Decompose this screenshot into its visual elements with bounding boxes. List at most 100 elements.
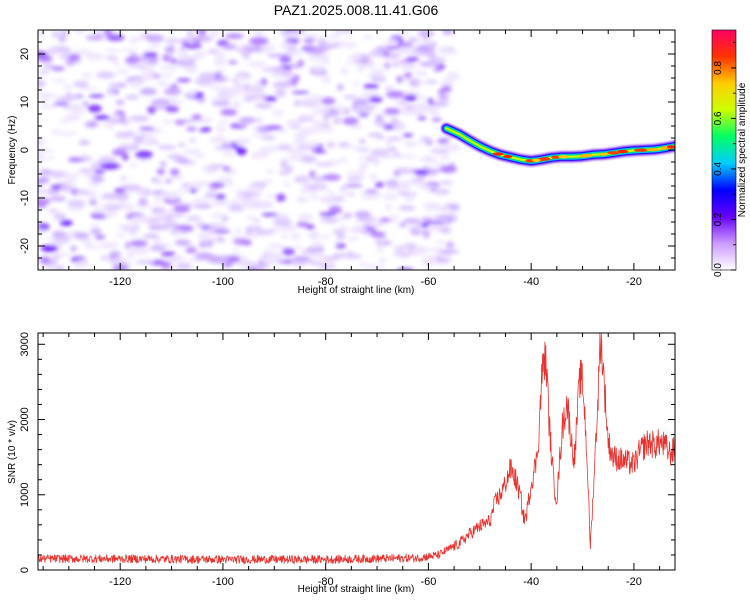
noise-blob <box>84 121 99 128</box>
noise-blob <box>197 232 211 240</box>
noise-blob <box>429 224 443 232</box>
noise-blob <box>312 70 329 77</box>
noise-blob <box>70 245 77 252</box>
x-tick-label: -100 <box>212 576 234 588</box>
noise-blob <box>323 115 330 122</box>
noise-blob <box>105 55 118 61</box>
noise-blob <box>308 65 326 72</box>
noise-blob <box>414 70 428 76</box>
noise-blob <box>316 182 324 187</box>
noise-blob <box>242 51 250 60</box>
noise-blob <box>159 72 174 78</box>
noise-blob <box>445 241 455 249</box>
noise-blob <box>260 78 268 86</box>
noise-blob <box>115 233 126 237</box>
noise-blob <box>130 142 140 151</box>
noise-blob <box>228 203 245 212</box>
noise-blob <box>422 229 431 239</box>
noise-blob <box>404 104 416 111</box>
noise-blob <box>89 228 102 235</box>
noise-blob <box>163 87 182 96</box>
noise-blob <box>211 182 226 188</box>
colorbar-tick-label: 0.6 <box>713 111 724 125</box>
noise-blob <box>38 79 46 88</box>
noise-blob <box>437 89 445 95</box>
noise-blob <box>326 159 342 165</box>
noise-blob <box>446 143 461 152</box>
noise-blob <box>306 48 325 55</box>
noise-blob <box>415 92 422 98</box>
noise-blob <box>386 46 403 50</box>
noise-blob <box>212 86 224 91</box>
noise-blob <box>385 86 394 91</box>
noise-blob <box>295 134 308 141</box>
noise-blob <box>222 151 236 157</box>
noise-blob <box>332 252 348 258</box>
noise-blob <box>286 50 304 57</box>
noise-blob <box>186 126 197 132</box>
noise-blob <box>343 213 353 218</box>
noise-blob <box>143 52 158 58</box>
noise-blob <box>112 264 129 270</box>
noise-blob <box>297 114 317 119</box>
noise-blob <box>38 203 47 208</box>
noise-blob <box>309 241 324 250</box>
noise-blob <box>213 50 226 59</box>
noise-blob <box>246 184 265 193</box>
noise-blob <box>119 184 140 190</box>
noise-blob <box>148 44 161 49</box>
noise-blob <box>51 31 61 38</box>
noise-blob <box>109 114 122 121</box>
noise-blob <box>48 156 55 161</box>
noise-blob <box>38 156 49 162</box>
noise-blob <box>279 225 298 232</box>
noise-blob <box>430 107 439 114</box>
noise-blob <box>185 247 198 254</box>
noise-blob <box>160 251 176 257</box>
noise-blob <box>336 235 346 239</box>
noise-blob <box>262 256 279 265</box>
noise-blob <box>183 91 197 97</box>
noise-blob <box>82 72 92 79</box>
signal-hotspot <box>646 148 660 152</box>
noise-blob <box>321 57 330 65</box>
noise-blob <box>89 198 98 206</box>
noise-blob <box>332 117 342 125</box>
noise-blob <box>67 199 86 208</box>
noise-blob <box>87 104 102 113</box>
noise-blob <box>139 126 155 131</box>
noise-blob <box>379 217 391 223</box>
noise-blob <box>195 50 207 57</box>
noise-blob <box>358 165 367 173</box>
noise-blob <box>193 36 213 42</box>
noise-blob <box>432 101 450 107</box>
noise-blob <box>254 103 271 109</box>
noise-blob <box>319 212 337 217</box>
noise-blob <box>447 71 459 79</box>
noise-blob <box>195 252 214 261</box>
noise-blob <box>238 116 256 124</box>
noise-blob <box>284 165 294 174</box>
noise-blob <box>222 43 237 50</box>
noise-blob <box>261 179 273 184</box>
noise-blob <box>384 108 401 115</box>
y-tick-label: 2000 <box>19 407 31 431</box>
noise-blob <box>345 145 359 149</box>
noise-blob <box>234 228 242 233</box>
noise-blob <box>294 245 302 250</box>
noise-blob <box>318 197 335 203</box>
noise-blob <box>38 70 50 74</box>
noise-blob <box>310 175 327 183</box>
x-tick-label: -40 <box>523 576 539 588</box>
noise-blob <box>100 255 109 261</box>
noise-blob <box>396 267 414 270</box>
noise-blob <box>417 30 435 37</box>
y-tick-label: -20 <box>19 238 31 254</box>
noise-blob <box>89 224 100 228</box>
noise-blob <box>183 148 202 155</box>
noise-blob <box>195 223 207 228</box>
noise-blob <box>259 145 278 153</box>
noise-blob <box>176 78 191 83</box>
noise-blob <box>376 70 383 78</box>
